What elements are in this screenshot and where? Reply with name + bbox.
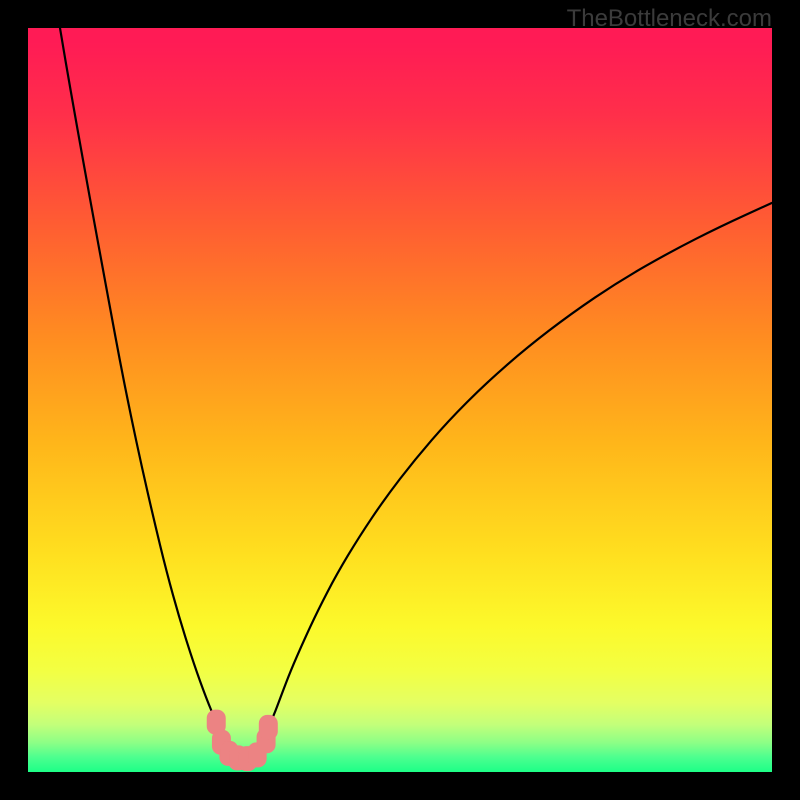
chart-frame: TheBottleneck.com	[0, 0, 800, 800]
watermark-text: TheBottleneck.com	[567, 5, 772, 33]
bottleneck-marker	[259, 715, 277, 739]
chart-background-gradient	[28, 28, 772, 772]
bottleneck-chart-svg	[0, 0, 800, 800]
